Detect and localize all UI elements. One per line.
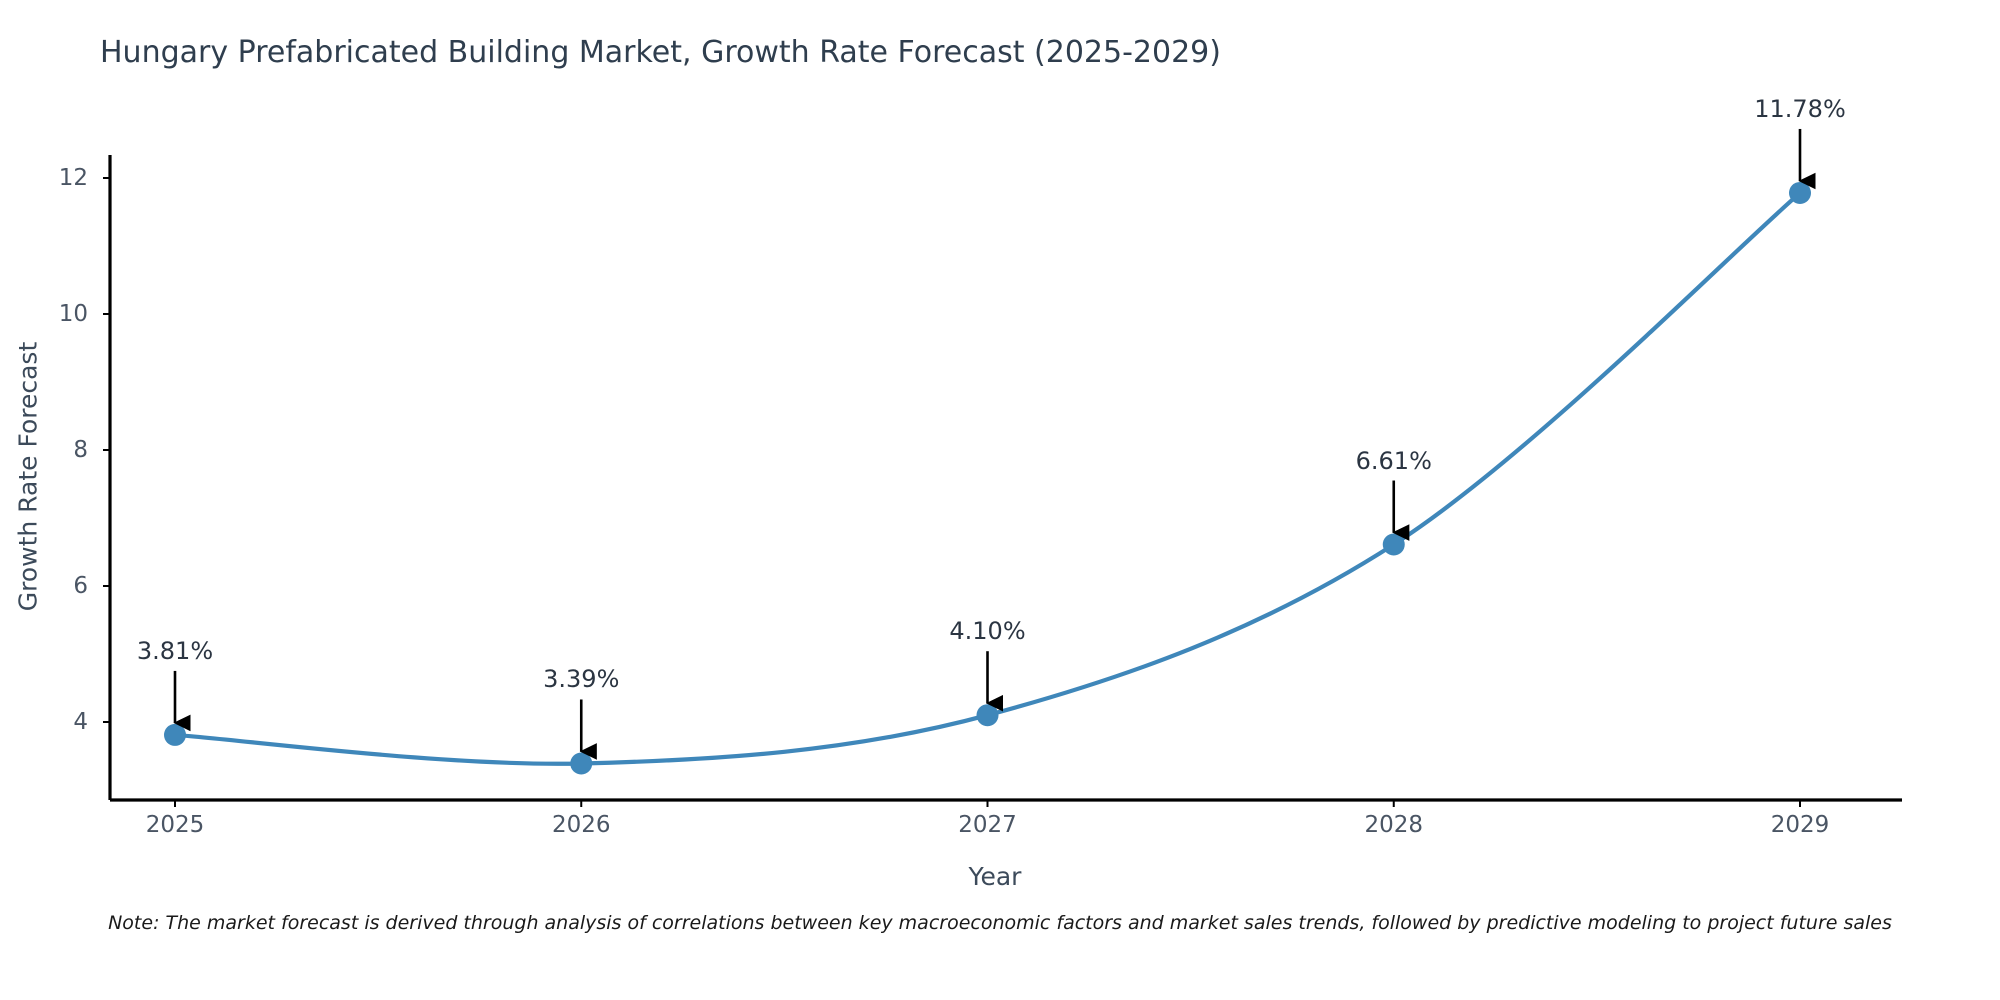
page-title: Hungary Prefabricated Building Market, G…: [100, 35, 1221, 70]
x-tick-label: 2029: [1770, 812, 1830, 838]
data-point-marker: [976, 704, 999, 727]
data-point-marker: [164, 723, 186, 746]
y-tick-label: 8: [73, 437, 88, 463]
x-axis-title: Year: [968, 862, 1022, 891]
x-tick-label: 2026: [551, 812, 611, 838]
axis-tick-marks: [103, 177, 1801, 807]
y-tick-label: 12: [58, 165, 88, 191]
data-point-label: 3.39%: [543, 665, 620, 694]
data-point-label: 6.61%: [1355, 446, 1432, 475]
data-point-label: 3.81%: [136, 636, 214, 665]
y-tick-label: 10: [58, 301, 88, 327]
chart-note: Note: The market forecast is derived thr…: [108, 912, 1892, 934]
data-point-label: 4.10%: [949, 617, 1026, 646]
x-tick-label: 2028: [1364, 812, 1424, 838]
data-line: [172, 190, 1803, 766]
x-tick-label: 2027: [958, 812, 1017, 838]
data-point-label: 11.78%: [1754, 94, 1846, 123]
y-tick-label: 4: [73, 709, 88, 735]
y-tick-label: 6: [73, 573, 88, 599]
axis-spines: [108, 155, 1902, 802]
data-point-marker: [1382, 533, 1405, 556]
annotation-arrows: [173, 128, 1816, 760]
data-point-marker: [1789, 181, 1811, 204]
x-tick-label: 2025: [145, 812, 205, 838]
data-point-marker: [570, 752, 593, 775]
